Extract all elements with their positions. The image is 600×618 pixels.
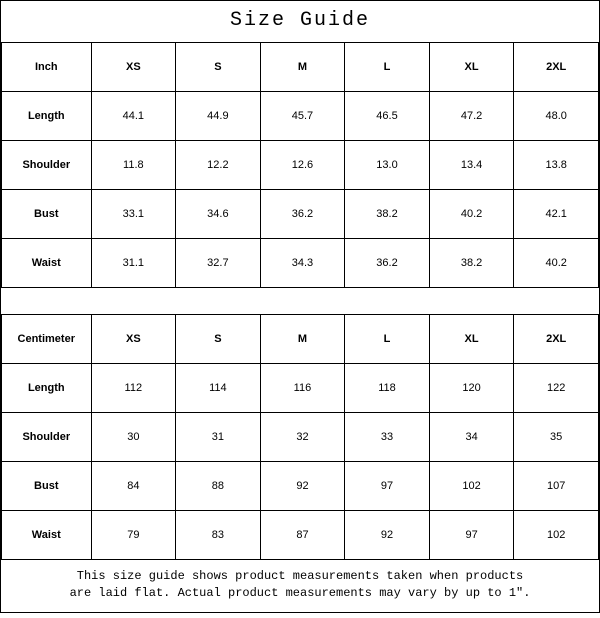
row-label: Waist: [2, 239, 92, 288]
size-header: L: [345, 43, 430, 92]
cell: 44.1: [91, 92, 176, 141]
cell: 116: [260, 364, 345, 413]
row-label: Bust: [2, 462, 92, 511]
size-header: S: [176, 43, 261, 92]
cell: 79: [91, 511, 176, 560]
cell: 112: [91, 364, 176, 413]
size-guide-container: Size Guide Inch XS S M L XL 2XL Length 4…: [0, 0, 600, 613]
size-header: 2XL: [514, 43, 599, 92]
page-title: Size Guide: [1, 1, 599, 42]
cell: 83: [176, 511, 261, 560]
cell: 31.1: [91, 239, 176, 288]
cell: 97: [429, 511, 514, 560]
header-row-cm: Centimeter XS S M L XL 2XL: [2, 315, 599, 364]
cell: 34: [429, 413, 514, 462]
section-gap: [1, 288, 599, 314]
cell: 36.2: [260, 190, 345, 239]
cell: 92: [260, 462, 345, 511]
table-row: Bust 33.1 34.6 36.2 38.2 40.2 42.1: [2, 190, 599, 239]
row-label: Length: [2, 92, 92, 141]
row-label: Length: [2, 364, 92, 413]
table-row: Bust 84 88 92 97 102 107: [2, 462, 599, 511]
size-table-cm: Centimeter XS S M L XL 2XL Length 112 11…: [1, 314, 599, 560]
cell: 45.7: [260, 92, 345, 141]
size-header: XL: [429, 43, 514, 92]
table-row: Shoulder 11.8 12.2 12.6 13.0 13.4 13.8: [2, 141, 599, 190]
cell: 47.2: [429, 92, 514, 141]
row-label: Bust: [2, 190, 92, 239]
cell: 122: [514, 364, 599, 413]
cell: 38.2: [429, 239, 514, 288]
cell: 42.1: [514, 190, 599, 239]
size-header: XS: [91, 315, 176, 364]
row-label: Shoulder: [2, 141, 92, 190]
footer-line: This size guide shows product measuremen…: [77, 569, 523, 583]
cell: 13.0: [345, 141, 430, 190]
size-table-inch: Inch XS S M L XL 2XL Length 44.1 44.9 45…: [1, 42, 599, 288]
cell: 48.0: [514, 92, 599, 141]
row-label: Shoulder: [2, 413, 92, 462]
cell: 44.9: [176, 92, 261, 141]
cell: 87: [260, 511, 345, 560]
cell: 13.4: [429, 141, 514, 190]
cell: 97: [345, 462, 430, 511]
cell: 32: [260, 413, 345, 462]
cell: 30: [91, 413, 176, 462]
table-row: Waist 31.1 32.7 34.3 36.2 38.2 40.2: [2, 239, 599, 288]
table-row: Waist 79 83 87 92 97 102: [2, 511, 599, 560]
cell: 12.2: [176, 141, 261, 190]
cell: 102: [429, 462, 514, 511]
size-header: XL: [429, 315, 514, 364]
cell: 36.2: [345, 239, 430, 288]
cell: 31: [176, 413, 261, 462]
cell: 120: [429, 364, 514, 413]
footer-note: This size guide shows product measuremen…: [1, 560, 599, 612]
size-header: XS: [91, 43, 176, 92]
header-row-inch: Inch XS S M L XL 2XL: [2, 43, 599, 92]
cell: 12.6: [260, 141, 345, 190]
cell: 118: [345, 364, 430, 413]
size-header: M: [260, 315, 345, 364]
cell: 35: [514, 413, 599, 462]
cell: 33: [345, 413, 430, 462]
size-header: M: [260, 43, 345, 92]
cell: 40.2: [514, 239, 599, 288]
cell: 114: [176, 364, 261, 413]
table-row: Length 44.1 44.9 45.7 46.5 47.2 48.0: [2, 92, 599, 141]
cell: 40.2: [429, 190, 514, 239]
cell: 88: [176, 462, 261, 511]
size-header: 2XL: [514, 315, 599, 364]
cell: 84: [91, 462, 176, 511]
cell: 107: [514, 462, 599, 511]
footer-line: are laid flat. Actual product measuremen…: [70, 586, 531, 600]
unit-header-cm: Centimeter: [2, 315, 92, 364]
size-header: S: [176, 315, 261, 364]
cell: 34.6: [176, 190, 261, 239]
unit-header-inch: Inch: [2, 43, 92, 92]
cell: 102: [514, 511, 599, 560]
cell: 46.5: [345, 92, 430, 141]
table-row: Length 112 114 116 118 120 122: [2, 364, 599, 413]
cell: 13.8: [514, 141, 599, 190]
cell: 38.2: [345, 190, 430, 239]
size-header: L: [345, 315, 430, 364]
cell: 32.7: [176, 239, 261, 288]
row-label: Waist: [2, 511, 92, 560]
cell: 33.1: [91, 190, 176, 239]
table-row: Shoulder 30 31 32 33 34 35: [2, 413, 599, 462]
cell: 34.3: [260, 239, 345, 288]
cell: 11.8: [91, 141, 176, 190]
cell: 92: [345, 511, 430, 560]
